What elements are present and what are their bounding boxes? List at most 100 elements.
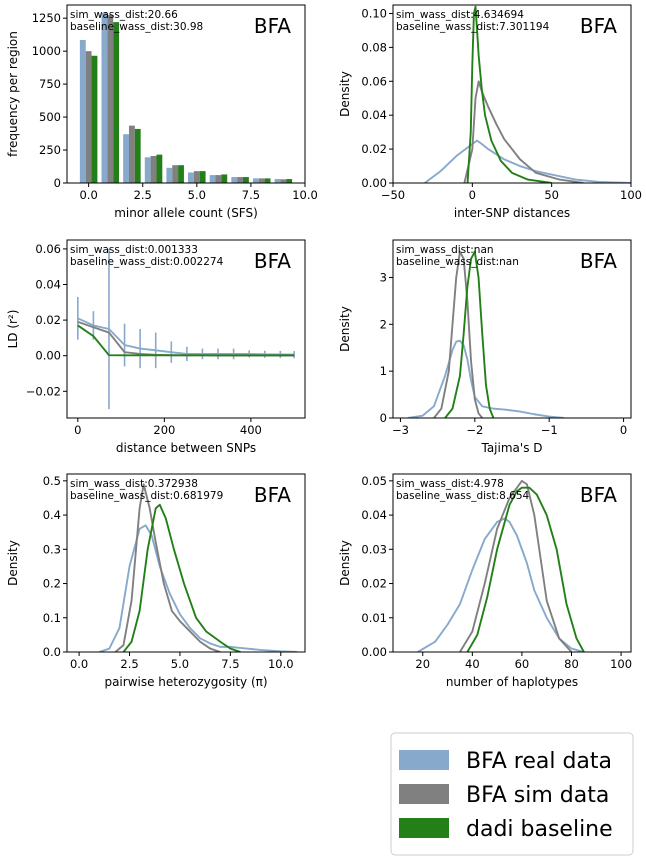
bar-sim-6 <box>215 175 222 183</box>
y-axis-label: Density <box>338 306 352 352</box>
plot-area <box>407 250 565 418</box>
legend-entry-label: BFA real data <box>466 749 612 774</box>
series-line-sim <box>77 320 295 357</box>
bar-real-8 <box>252 178 259 183</box>
bar-dadi-2 <box>134 128 141 183</box>
y-axis-label: Density <box>6 540 20 586</box>
x-tick-label: 10.0 <box>292 188 318 202</box>
wass-dist-annotation: baseline_wass_dist:nan <box>396 256 519 268</box>
bar-sim-2 <box>128 125 135 183</box>
axes-frame <box>392 4 632 184</box>
legend-swatch <box>399 784 449 804</box>
series-line-dadi <box>466 486 585 652</box>
chart-panel-4: −3 −2 −1 0 0 1 2 3 Tajima's D Density sim_wass_dis… <box>338 239 632 455</box>
panel-label: BFA <box>254 14 291 38</box>
bar-sim-0 <box>85 51 92 183</box>
x-axis-label: distance between SNPs <box>116 441 256 455</box>
panel-label: BFA <box>254 249 291 273</box>
y-tick-label: 0.4 <box>43 508 61 522</box>
legend-entry-label: BFA sim data <box>466 783 609 808</box>
bar-dadi-1 <box>113 22 120 183</box>
y-tick-label: 0.00 <box>361 645 387 659</box>
series-line-real <box>77 317 295 356</box>
x-tick-label: 0 <box>620 423 627 437</box>
y-tick-label: 2 <box>380 317 387 331</box>
series-line-sim <box>459 479 573 652</box>
y-tick-label: 1000 <box>32 44 61 58</box>
wass-dist-annotation: baseline_wass_dist:30.98 <box>70 21 203 33</box>
panel-label: BFA <box>254 483 291 507</box>
bar-dadi-0 <box>91 55 98 183</box>
x-tick-label: −1 <box>541 423 558 437</box>
x-tick-label: 100 <box>610 657 632 671</box>
wass-dist-annotation: sim_wass_dist:0.001333 <box>70 244 198 256</box>
wass-dist-annotation: baseline_wass_dist:0.002274 <box>70 256 224 268</box>
x-axis-label: pairwise heterozygosity (π) <box>104 675 267 689</box>
bar-dadi-7 <box>243 177 249 183</box>
x-tick-label: 50 <box>544 188 559 202</box>
series-line-sim <box>433 250 483 418</box>
y-tick-label: 0.5 <box>43 474 61 488</box>
wass-dist-annotation: sim_wass_dist:nan <box>396 244 494 256</box>
axes-frame <box>392 473 632 653</box>
x-tick-label: 0.0 <box>79 188 97 202</box>
series-line-real <box>417 517 585 652</box>
y-tick-label: 0.06 <box>35 242 61 256</box>
y-axis-label: frequency per region <box>6 31 20 157</box>
y-tick-label: −0.02 <box>26 384 61 398</box>
plot-area <box>98 483 297 652</box>
y-tick-label: 0.10 <box>361 6 387 20</box>
chart-panel-1: 0.0 2.5 5.0 7.5 10.0 0 250 500 750 1000 1250 minor … <box>6 4 318 220</box>
y-tick-label: 0.04 <box>361 508 387 522</box>
y-tick-label: 1 <box>380 364 387 378</box>
x-tick-label: 2.5 <box>120 657 138 671</box>
bar-dadi-3 <box>156 154 163 183</box>
bar-dadi-4 <box>178 165 184 183</box>
series-line-sim <box>114 483 221 652</box>
x-tick-label: 0.0 <box>70 657 88 671</box>
x-tick-label: 40 <box>465 657 480 671</box>
bar-sim-8 <box>258 178 265 183</box>
legend: BFA real data BFA sim data dadi baseline <box>390 732 634 856</box>
y-tick-label: 500 <box>39 110 61 124</box>
wass-dist-annotation: baseline_wass_dist:0.681979 <box>70 490 223 502</box>
plot-area <box>417 479 585 652</box>
wass-dist-annotation: baseline_wass_dist:8.654 <box>396 490 530 502</box>
bar-dadi-8 <box>264 178 271 183</box>
bar-sim-9 <box>280 179 287 183</box>
bar-sim-3 <box>150 155 157 183</box>
x-tick-label: 2.5 <box>134 188 152 202</box>
bar-real-5 <box>188 172 194 183</box>
axes-frame <box>392 239 632 419</box>
y-tick-label: 250 <box>39 143 61 157</box>
panel-label: BFA <box>580 14 617 38</box>
y-tick-label: 0.02 <box>361 577 387 591</box>
chart-panel-6: 20 40 60 80 100 0.00 0.01 0.02 0.03 0.04 0.05 numbe… <box>338 473 632 689</box>
x-tick-label: 7.5 <box>221 657 239 671</box>
y-tick-label: 0.00 <box>35 349 61 363</box>
legend-entry-label: dadi baseline <box>466 817 613 842</box>
bar-real-1 <box>101 12 108 183</box>
x-axis-label: number of haplotypes <box>446 675 578 689</box>
wass-dist-annotation: sim_wass_dist:4.978 <box>396 478 504 490</box>
legend-swatch <box>399 750 449 770</box>
bar-real-9 <box>274 179 281 183</box>
bar-real-0 <box>79 39 86 183</box>
chart-panel-5: 0.0 2.5 5.0 7.5 10.0 0.0 0.1 0.2 0.3 0.4 0.5 pairwi… <box>6 473 306 689</box>
y-tick-label: 0.02 <box>361 142 387 156</box>
y-tick-label: 0.03 <box>361 542 387 556</box>
axes-frame <box>66 473 306 653</box>
series-line-dadi <box>77 324 295 357</box>
x-tick-label: −50 <box>381 188 405 202</box>
chart-panel-2: −50 0 50 100 0.00 0.02 0.04 0.06 0.08 0.10 inter-S… <box>338 4 642 220</box>
series-line-real <box>407 339 565 418</box>
series-line-sim <box>463 80 584 183</box>
y-tick-label: 0.00 <box>361 176 387 190</box>
x-tick-label: 10.0 <box>268 657 294 671</box>
x-tick-label: 60 <box>515 657 530 671</box>
bar-real-2 <box>123 134 129 183</box>
bar-real-7 <box>231 177 238 183</box>
bar-sim-4 <box>172 165 179 183</box>
x-tick-label: 0 <box>74 423 81 437</box>
bar-sim-7 <box>237 177 244 183</box>
